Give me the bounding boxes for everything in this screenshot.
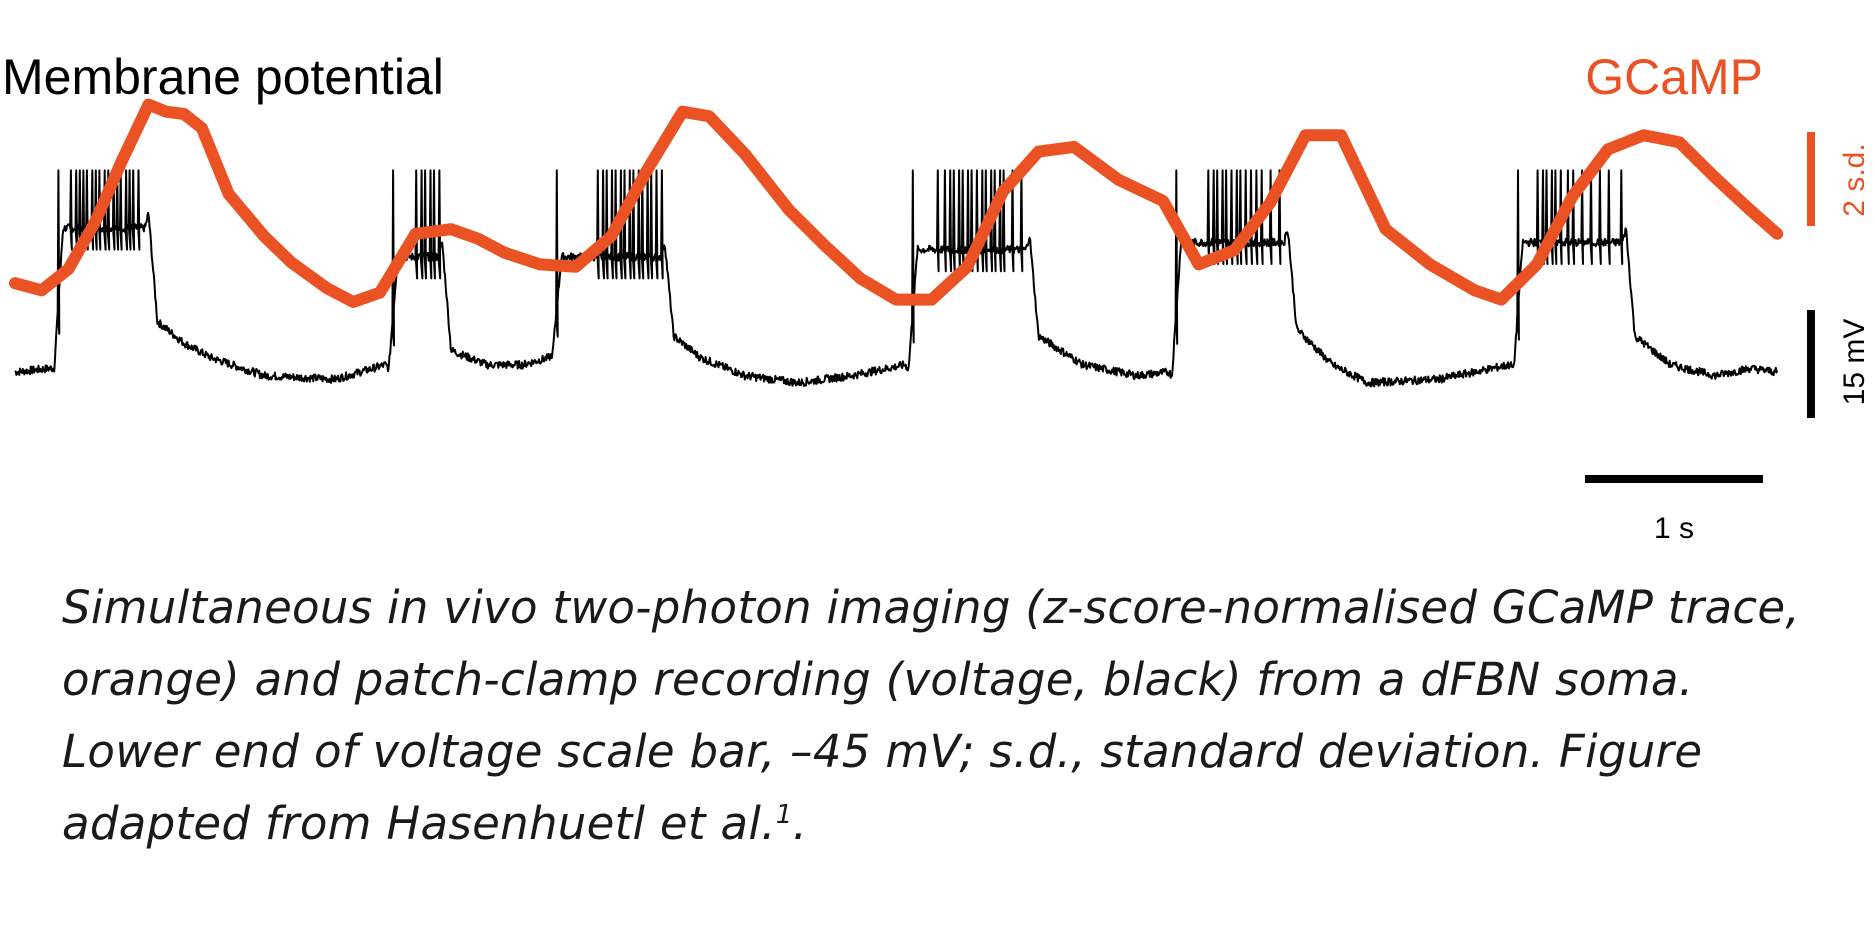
voltage-trace: [14, 169, 1779, 388]
voltage-scale-label: 15 mV: [1838, 319, 1871, 406]
gcamp-label: GCaMP: [1585, 49, 1763, 105]
caption-end: .: [792, 797, 808, 850]
figure-caption: Simultaneous in vivo two-photon imaging …: [62, 572, 1842, 860]
gcamp-scale-label: 2 s.d.: [1838, 143, 1871, 216]
caption-reference: 1: [775, 800, 793, 830]
plot-area: [9, 98, 1784, 388]
time-scale-label: 1 s: [1654, 512, 1694, 545]
caption-text: Simultaneous in vivo two-photon imaging …: [62, 581, 1800, 850]
membrane-potential-label: Membrane potential: [2, 49, 444, 105]
gcamp-trace: [9, 98, 1784, 308]
scale-bars: 2 s.d. 15 mV 1 s: [1585, 132, 1871, 545]
